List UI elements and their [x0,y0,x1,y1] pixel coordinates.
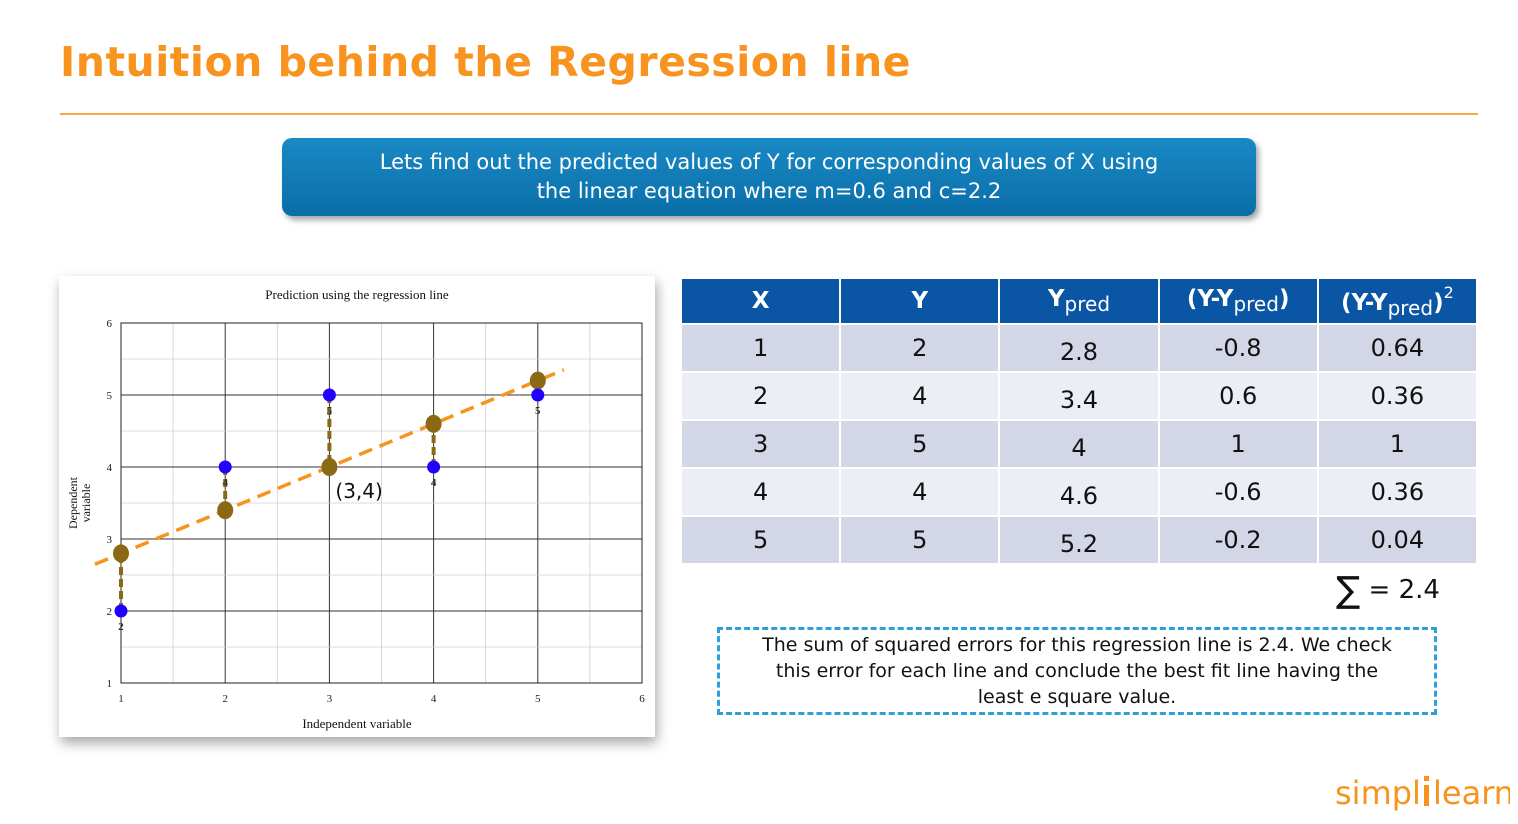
cell-ypred: 4 [1000,421,1158,467]
info-banner: Lets find out the predicted values of Y … [282,138,1256,216]
chart-title: Prediction using the regression line [265,287,449,302]
cell-squared-error: 1 [1318,421,1476,467]
point-label: 2 [118,621,124,633]
cell-error: 0.6 [1159,373,1317,419]
cell-y: 5 [841,421,999,467]
actual-point [531,388,545,402]
x-tick-label: 4 [431,693,437,705]
point-label: 4 [222,477,228,489]
table-row: 5 5 5.2 -0.2 0.04 [682,517,1476,563]
table-header-row: X Y Ypred (Y-Ypred) (Y-Ypred)2 [682,279,1476,323]
cell-ypred: 4.6 [1000,469,1158,515]
cell-x: 1 [682,325,840,371]
chart-svg: 1 2 3 4 5 6 1 2 3 4 5 6 Prediction using the regress… [66,287,645,731]
y-tick-label: 6 [107,318,113,330]
plot-frame [120,322,643,684]
header-squared-error: (Y-Ypred)2 [1318,279,1476,323]
note-line-2: this error for each line and conclude th… [775,660,1379,682]
predicted-point [217,501,234,520]
predicted-point [529,371,546,390]
cell-y: 4 [841,469,999,515]
y-tick-label: 4 [107,462,113,474]
cell-error: -0.6 [1159,469,1317,515]
logo-i-dot [1424,776,1429,781]
logo-text-learn: learn [1433,774,1510,812]
cell-y: 4 [841,373,999,419]
x-tick-label: 1 [118,693,124,705]
point-label: 5 [327,405,333,417]
y-axis-label-line-1: Dependent [66,476,80,529]
actual-point [427,460,441,474]
y-tick-label: 3 [107,534,113,546]
actual-point [114,604,128,618]
cell-squared-error: 0.36 [1318,469,1476,515]
title-divider [60,113,1478,115]
note-line-3: least e square value. [977,686,1177,708]
header-error: (Y-Ypred) [1159,279,1317,323]
cell-y: 5 [841,517,999,563]
banner-line-1: Lets find out the predicted values of Y … [379,150,1159,174]
table-row: 2 4 3.4 0.6 0.36 [682,373,1476,419]
cell-squared-error: 0.04 [1318,517,1476,563]
cell-error: 1 [1159,421,1317,467]
point-label: 5 [535,405,541,417]
y-tick-label: 5 [107,390,113,402]
header-x: X [682,279,840,323]
table-row: 3 5 4 1 1 [682,421,1476,467]
page-title: Intuition behind the Regression line [60,38,911,86]
cell-ypred: 2.8 [1000,325,1158,371]
x-tick-label: 5 [535,693,541,705]
x-axis-label: Independent variable [302,716,412,731]
header-ypred: Ypred [1000,279,1158,323]
sigma-icon: ∑ [1336,570,1361,611]
actual-point [322,388,336,402]
prediction-table: X Y Ypred (Y-Ypred) (Y-Ypred)2 1 2 2.8 -… [680,277,1478,565]
predicted-point [321,458,338,476]
predicted-point [425,414,442,433]
header-y: Y [841,279,999,323]
x-tick-label: 2 [222,693,228,705]
cell-x: 5 [682,517,840,563]
cell-error: -0.2 [1159,517,1317,563]
logo-i-stem [1424,785,1429,806]
predicted-point [113,544,129,563]
sum-of-squares: ∑ = 2.4 [1336,570,1440,611]
cell-x: 4 [682,469,840,515]
logo-text-simpl: simpl [1335,774,1421,812]
simplilearn-logo: simpl learn [1335,774,1510,812]
y-tick-label: 2 [107,606,113,618]
banner-line-2: the linear equation where m=0.6 and c=2.… [536,179,1002,203]
cell-error: -0.8 [1159,325,1317,371]
cell-x: 2 [682,373,840,419]
actual-point [218,460,232,474]
x-tick-label: 6 [639,693,645,705]
point-label: 4 [431,477,437,489]
cell-squared-error: 0.36 [1318,373,1476,419]
point-annotation: (3,4) [335,479,382,503]
cell-squared-error: 0.64 [1318,325,1476,371]
table-row: 1 2 2.8 -0.8 0.64 [682,325,1476,371]
y-axis-label-line-2: variable [79,484,93,523]
cell-ypred: 5.2 [1000,517,1158,563]
cell-ypred: 3.4 [1000,373,1158,419]
cell-x: 3 [682,421,840,467]
note-line-1: The sum of squared errors for this regre… [762,634,1392,656]
y-tick-label: 1 [107,678,113,690]
conclusion-note: The sum of squared errors for this regre… [717,627,1437,715]
regression-chart: 1 2 3 4 5 6 1 2 3 4 5 6 Prediction using the regress… [59,276,655,737]
sum-value: = 2.4 [1368,575,1440,605]
x-tick-label: 3 [327,693,333,705]
table-row: 4 4 4.6 -0.6 0.36 [682,469,1476,515]
cell-y: 2 [841,325,999,371]
